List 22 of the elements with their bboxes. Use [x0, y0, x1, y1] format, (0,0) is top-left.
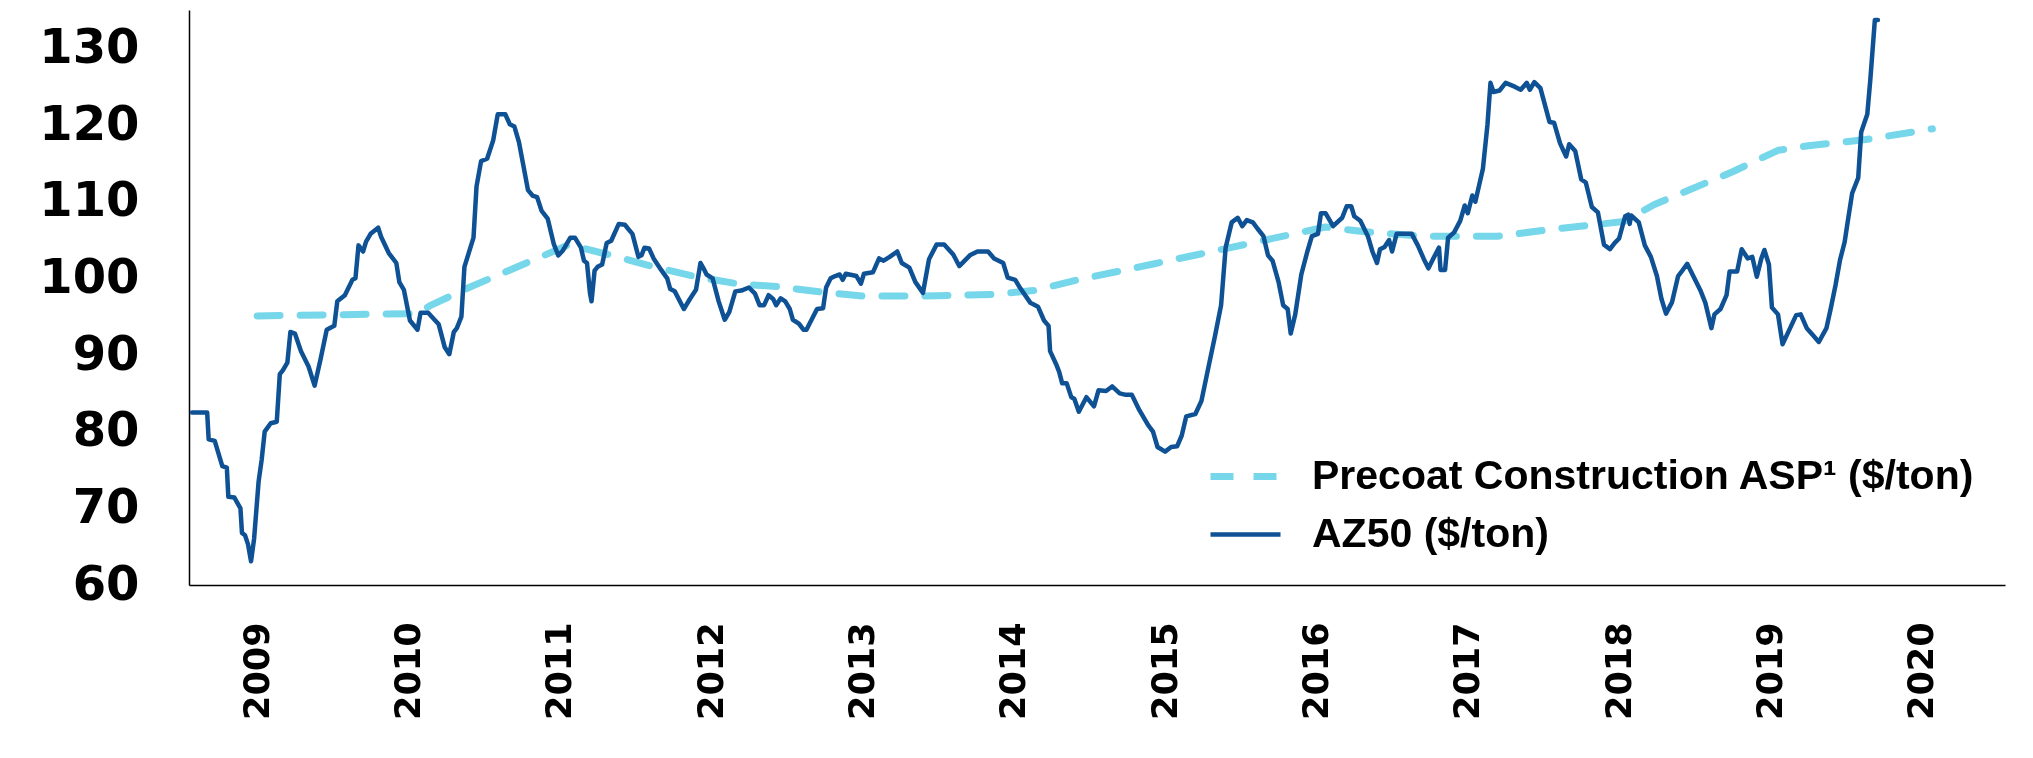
x-tick-label: 2009	[236, 622, 277, 720]
y-tick-label: 60	[72, 554, 140, 611]
x-tick-label: 2010	[387, 622, 428, 720]
legend-label: Precoat Construction ASP¹ ($/ton)	[1312, 451, 1974, 498]
x-tick-label: 2019	[1749, 622, 1790, 720]
x-tick-label: 2015	[1144, 622, 1185, 720]
x-tick-label: 2017	[1447, 622, 1488, 720]
x-tick-label: 2014	[993, 622, 1034, 720]
x-tick-label: 2016	[1295, 622, 1336, 720]
y-tick-label: 70	[72, 477, 140, 534]
y-tick-label: 100	[39, 247, 140, 304]
legend-label: AZ50 ($/ton)	[1312, 509, 1549, 556]
x-tick-label: 2012	[690, 622, 731, 720]
y-tick-label: 80	[72, 401, 140, 458]
y-tick-label: 110	[39, 171, 140, 228]
y-tick-label: 120	[39, 94, 140, 151]
y-tick-label: 90	[72, 324, 140, 381]
x-tick-label: 2011	[539, 622, 580, 720]
x-tick-label: 2013	[841, 622, 882, 720]
x-tick-label: 2020	[1901, 622, 1942, 720]
x-tick-label: 2018	[1598, 622, 1639, 720]
y-tick-label: 130	[39, 17, 140, 74]
